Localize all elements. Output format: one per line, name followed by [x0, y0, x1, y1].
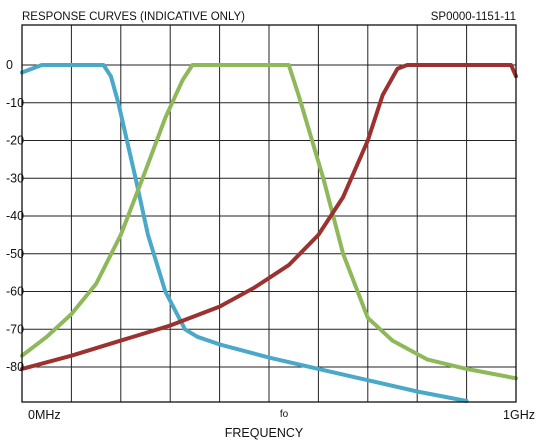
- y-tick-label: -80: [6, 360, 24, 374]
- response-curve-3: [20, 63, 518, 371]
- x-tick-label-start: 0MHz: [28, 408, 61, 422]
- x-axis-label: FREQUENCY: [225, 426, 304, 440]
- x-tick-label-end: 1GHz: [503, 408, 535, 422]
- chart-title: RESPONSE CURVES (INDICATIVE ONLY): [22, 11, 245, 23]
- response-curve-1: [20, 63, 469, 403]
- y-tick-label: -10: [6, 96, 24, 110]
- y-tick-label: 0: [6, 58, 13, 72]
- response-curve-2: [20, 63, 518, 381]
- x-tick-label-center: fo: [280, 409, 289, 420]
- response-curves: [20, 63, 518, 403]
- plot-frame: [21, 24, 517, 403]
- y-tick-label: -30: [6, 171, 24, 185]
- y-tick-label: -40: [6, 209, 24, 223]
- y-tick-label: -70: [6, 322, 24, 336]
- y-axis-tick-labels: 0 -10 -20 -30 -40 -50 -60 -70 -80: [6, 58, 24, 374]
- chart-reference-number: SP0000-1151-11: [431, 11, 516, 23]
- y-tick-label: -20: [6, 134, 24, 148]
- grid: [22, 25, 516, 402]
- y-tick-label: -60: [6, 285, 24, 299]
- y-tick-label: -50: [6, 247, 24, 261]
